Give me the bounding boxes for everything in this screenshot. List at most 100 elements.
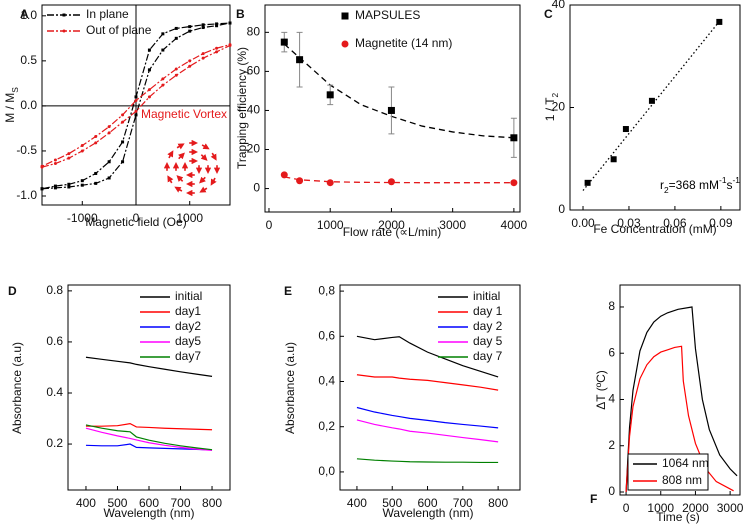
x-tick-label: 0.00 bbox=[571, 216, 595, 230]
legend-label: day 5 bbox=[473, 334, 503, 348]
marker bbox=[387, 106, 395, 114]
marker bbox=[107, 160, 111, 164]
marker bbox=[510, 179, 518, 187]
x-tick-label: 400 bbox=[347, 496, 367, 510]
legend-label: day7 bbox=[175, 349, 201, 363]
series-line bbox=[85, 427, 213, 452]
marker bbox=[280, 171, 288, 179]
marker bbox=[648, 97, 655, 104]
y-tick-label: 0,8 bbox=[318, 283, 335, 297]
y-tick-label: 0,4 bbox=[318, 374, 335, 388]
x-tick-label: 3000 bbox=[439, 218, 466, 232]
x-tick-label: 400 bbox=[76, 496, 96, 510]
y-tick-label: 40 bbox=[552, 0, 566, 11]
marker bbox=[188, 29, 192, 33]
legend-label: day 1 bbox=[473, 304, 503, 318]
y-axis-label: M / MS bbox=[3, 87, 20, 123]
label-part: 2 bbox=[550, 92, 560, 97]
legend-label: initial bbox=[175, 289, 202, 303]
y-tick-label: 20 bbox=[552, 100, 566, 114]
x-tick-label: 600 bbox=[139, 496, 159, 510]
panel-letter: E bbox=[284, 284, 292, 298]
x-axis-label: Magnetic field (Oe) bbox=[85, 215, 186, 229]
marker bbox=[40, 187, 44, 191]
marker bbox=[80, 179, 84, 183]
marker bbox=[94, 181, 98, 185]
panel-letter: B bbox=[236, 7, 245, 21]
x-tick-label: 1000 bbox=[317, 218, 344, 232]
y-tick-label: 1.0 bbox=[20, 8, 37, 22]
vortex-arrow bbox=[210, 152, 217, 161]
plot-frame bbox=[339, 284, 521, 491]
marker bbox=[147, 88, 151, 92]
marker bbox=[134, 113, 138, 117]
marker bbox=[341, 12, 349, 20]
marker bbox=[161, 77, 165, 81]
marker bbox=[121, 120, 125, 124]
y-tick-label: 2 bbox=[608, 438, 615, 452]
vortex-arrow bbox=[167, 150, 174, 159]
y-tick-label: 0,0 bbox=[318, 464, 335, 478]
legend-label: 808 nm bbox=[662, 473, 702, 487]
legend-label: day1 bbox=[175, 304, 201, 318]
legend-label: day 7 bbox=[473, 349, 503, 363]
vortex-arrow bbox=[174, 186, 183, 193]
x-axis-label: Wavelength (nm) bbox=[104, 506, 195, 520]
vortex-arrow bbox=[176, 143, 185, 150]
y-tick-label: 40 bbox=[247, 103, 261, 117]
marker bbox=[161, 48, 165, 52]
panel-letter: C bbox=[544, 7, 553, 21]
x-tick-label: 0 bbox=[133, 211, 140, 225]
marker bbox=[610, 156, 617, 163]
marker bbox=[296, 56, 304, 64]
marker bbox=[134, 109, 138, 113]
legend-label: Out of plane bbox=[86, 23, 152, 37]
label-part: s bbox=[726, 178, 732, 192]
y-tick-label: 0.2 bbox=[46, 436, 63, 450]
vortex-arrow bbox=[200, 154, 208, 161]
y-tick-label: 0.5 bbox=[20, 53, 37, 67]
x-tick-label: -1000 bbox=[67, 211, 98, 225]
fit-line bbox=[284, 176, 514, 184]
x-axis-label: Flow rate (∝L/min) bbox=[343, 225, 442, 239]
marker bbox=[228, 43, 232, 47]
panel-letter: A bbox=[20, 7, 29, 21]
fit-line bbox=[283, 43, 514, 139]
vortex-arrow bbox=[176, 175, 184, 182]
marker bbox=[201, 52, 205, 56]
y-tick-label: -1.0 bbox=[16, 188, 37, 202]
marker bbox=[67, 182, 71, 186]
vortex-arrow bbox=[201, 143, 210, 150]
plot-frame bbox=[264, 4, 521, 213]
annotation: Magnetic Vortex bbox=[141, 107, 227, 121]
marker bbox=[80, 149, 84, 153]
x-axis-label: Fe Concentration (mM) bbox=[593, 222, 716, 236]
marker bbox=[62, 13, 66, 17]
legend-frame bbox=[627, 453, 709, 491]
x-tick-label: 2000 bbox=[378, 218, 405, 232]
y-tick-label: 20 bbox=[247, 142, 261, 156]
y-tick-label: 0,6 bbox=[318, 328, 335, 342]
marker bbox=[94, 135, 98, 139]
marker bbox=[107, 125, 111, 129]
series-line bbox=[625, 306, 738, 493]
marker bbox=[341, 40, 349, 48]
marker bbox=[584, 179, 591, 186]
legend-label: day5 bbox=[175, 334, 201, 348]
marker bbox=[201, 26, 205, 30]
marker bbox=[280, 38, 288, 46]
y-tick-label: 0 bbox=[608, 484, 615, 498]
annotation: r2=368 mM-1s-1 bbox=[660, 175, 740, 195]
marker bbox=[53, 186, 57, 190]
y-tick-label: 0.8 bbox=[46, 283, 63, 297]
marker bbox=[296, 177, 304, 185]
x-tick-label: 700 bbox=[453, 496, 473, 510]
y-axis-label: ΔT (ºC) bbox=[594, 370, 608, 410]
series-line bbox=[85, 422, 213, 431]
marker bbox=[121, 160, 125, 164]
label-part: -1 bbox=[719, 175, 727, 185]
marker bbox=[215, 22, 219, 26]
vortex-arrow bbox=[167, 175, 174, 184]
marker bbox=[40, 164, 44, 168]
